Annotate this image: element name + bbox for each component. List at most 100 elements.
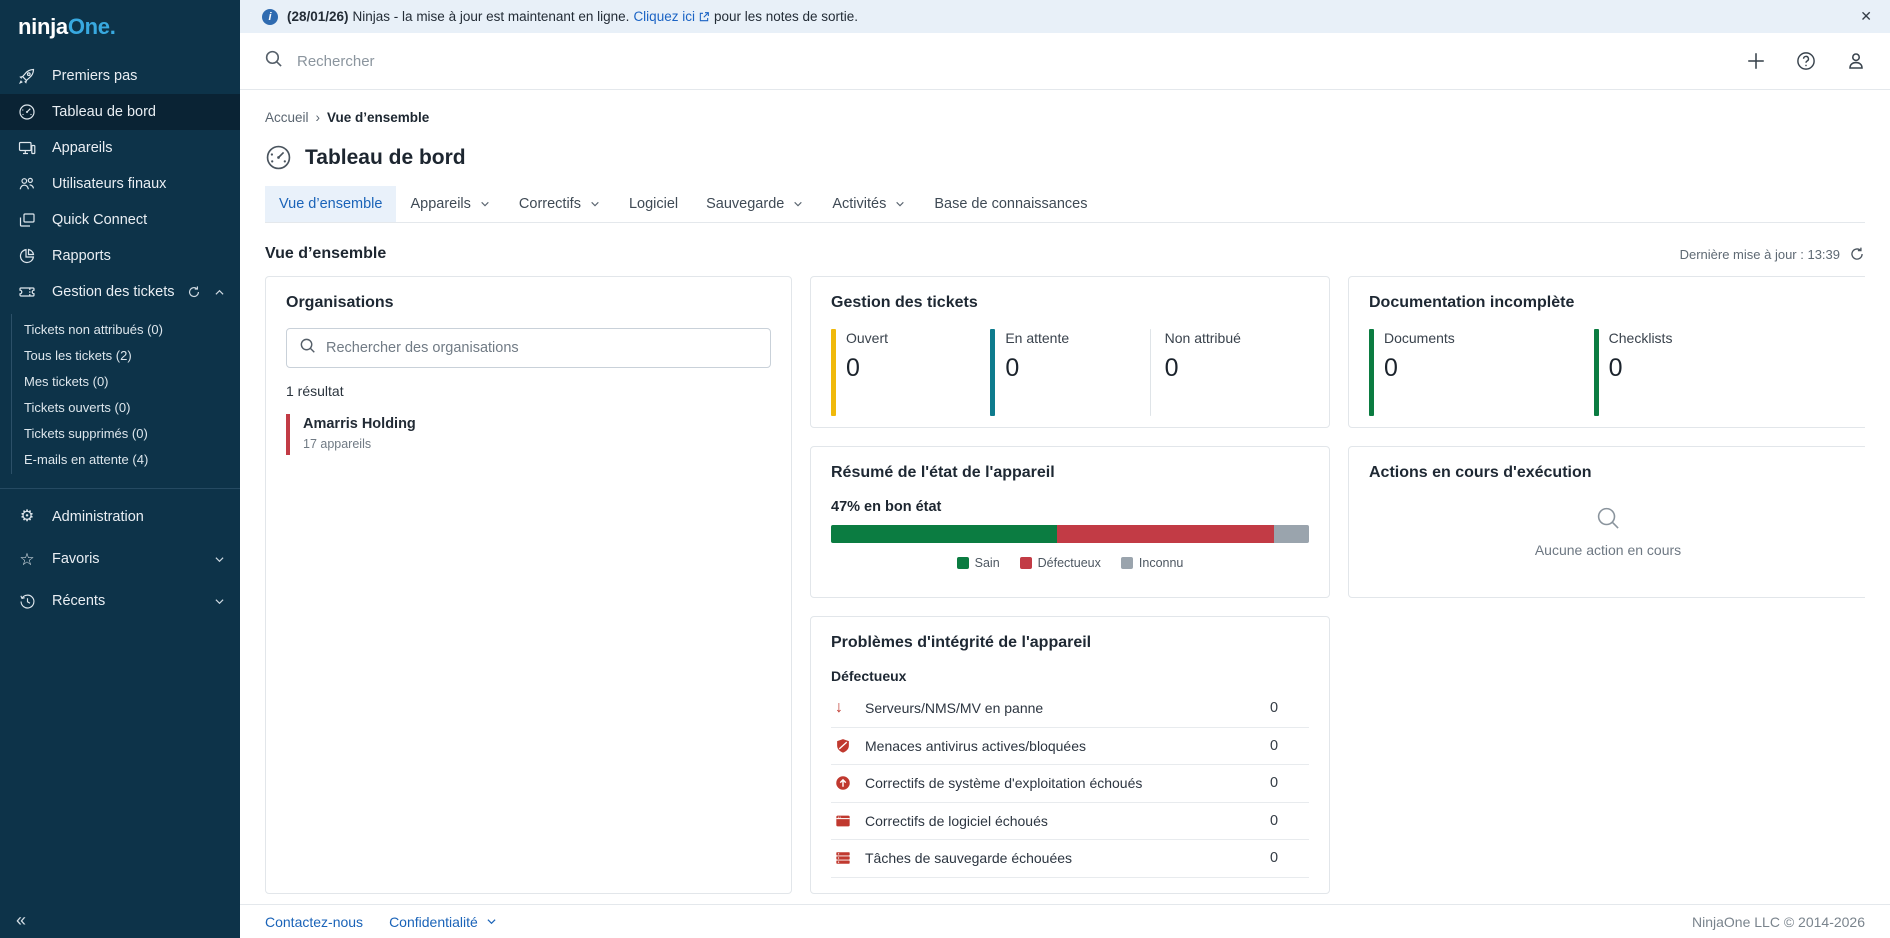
- history-icon: [17, 591, 37, 611]
- sidebar-item-quick-connect[interactable]: Quick Connect: [0, 202, 240, 238]
- dashboard-tabs: Vue d’ensemble Appareils Correctifs Logi…: [265, 186, 1865, 223]
- ticket-stat-ouvert[interactable]: Ouvert 0: [831, 328, 990, 424]
- running-actions-card-title: Actions en cours d'exécution: [1369, 464, 1592, 481]
- chevron-down-icon: [589, 198, 601, 210]
- breadcrumb-home[interactable]: Accueil: [265, 110, 309, 125]
- sidebar: ninjaOne. Premiers pas Tableau de bord A…: [0, 0, 240, 938]
- sidebar-subitem-tous-les-tickets[interactable]: Tous les tickets (2): [24, 347, 132, 363]
- chevron-down-icon: [487, 919, 496, 925]
- tab-correctifs[interactable]: Correctifs: [505, 186, 615, 222]
- shield-icon: [831, 738, 865, 754]
- issues-subtitle: Défectueux: [831, 668, 907, 684]
- privacy-link[interactable]: Confidentialité: [389, 914, 498, 930]
- sidebar-item-label: Récents: [52, 593, 106, 609]
- tickets-card-title: Gestion des tickets: [831, 294, 978, 311]
- tab-base-de-connaissances[interactable]: Base de connaissances: [934, 196, 1088, 212]
- breadcrumb-separator: ›: [315, 110, 321, 125]
- ticket-icon: [17, 282, 37, 302]
- sidebar-item-recents[interactable]: Récents: [0, 583, 240, 619]
- rocket-icon: [17, 66, 37, 86]
- organisation-search-input[interactable]: [326, 340, 758, 356]
- doc-stat-checklists[interactable]: Checklists 0: [1593, 328, 1819, 424]
- sidebar-item-label: Utilisateurs finaux: [52, 176, 167, 192]
- tickets-sub-list: Tickets non attribués (0) Tous les ticke…: [11, 314, 240, 474]
- organisation-search-box: [286, 328, 771, 368]
- tab-activites[interactable]: Activités: [818, 186, 920, 222]
- tab-sauvegarde[interactable]: Sauvegarde: [692, 186, 818, 222]
- legend-item-inconnu: Inconnu: [1120, 556, 1183, 570]
- stat-color-bar: [1593, 329, 1599, 416]
- issue-row-sauvegarde[interactable]: Tâches de sauvegarde échouées 0: [831, 840, 1309, 878]
- organisations-card-title: Organisations: [286, 294, 394, 311]
- no-actions-text: Aucune action en cours: [1534, 541, 1682, 558]
- sidebar-item-tableau-de-bord[interactable]: Tableau de bord: [0, 94, 240, 130]
- sidebar-divider: [0, 488, 240, 489]
- sidebar-item-premiers-pas[interactable]: Premiers pas: [0, 58, 240, 94]
- documentation-card-title: Documentation incomplète: [1369, 294, 1575, 311]
- dashboard-title-icon: [265, 144, 292, 171]
- copyright-text: NinjaOne LLC © 2014-2026: [1692, 913, 1865, 930]
- chevron-up-icon[interactable]: [213, 286, 226, 299]
- doc-stat-documents[interactable]: Documents 0: [1369, 328, 1594, 424]
- banner-link[interactable]: Cliquez ici: [633, 9, 710, 24]
- issue-row-correctifs-os[interactable]: Correctifs de système d'exploitation éch…: [831, 765, 1309, 803]
- sidebar-item-label: Administration: [52, 509, 144, 525]
- sidebar-item-label: Tableau de bord: [52, 104, 156, 120]
- tab-appareils[interactable]: Appareils: [396, 186, 504, 222]
- breadcrumb-current: Vue d’ensemble: [327, 110, 430, 125]
- device-health-card-title: Résumé de l'état de l'appareil: [831, 464, 1055, 481]
- sidebar-subitem-tickets-supprimes[interactable]: Tickets supprimés (0): [24, 425, 148, 441]
- help-icon[interactable]: [1796, 51, 1816, 71]
- sidebar-item-label: Quick Connect: [52, 212, 148, 228]
- organisation-name: Amarris Holding: [303, 416, 416, 432]
- quick-connect-icon: [17, 210, 37, 230]
- sidebar-item-utilisateurs-finaux[interactable]: Utilisateurs finaux: [0, 166, 240, 202]
- sidebar-subitem-tickets-ouverts[interactable]: Tickets ouverts (0): [24, 399, 131, 415]
- sidebar-collapse-button[interactable]: «: [16, 910, 27, 930]
- tab-vue-densemble[interactable]: Vue d’ensemble: [265, 186, 397, 222]
- health-stacked-bar[interactable]: [831, 525, 1309, 543]
- footer: Contactez-nous Confidentialité NinjaOne …: [240, 904, 1890, 938]
- contact-us-link[interactable]: Contactez-nous: [265, 913, 364, 930]
- sidebar-nav: Premiers pas Tableau de bord Appareils U…: [0, 58, 240, 619]
- organisations-card: Organisations 1 résultat Amarris Holding…: [265, 276, 792, 894]
- ticket-stat-en-attente[interactable]: En attente 0: [990, 328, 1149, 424]
- ninjaone-logo[interactable]: ninjaOne.: [0, 0, 240, 50]
- sidebar-item-favoris[interactable]: ☆ Favoris: [0, 541, 240, 577]
- arrow-up-circle-icon: [831, 775, 865, 791]
- user-icon[interactable]: [1846, 51, 1866, 71]
- last-update-text: Dernière mise à jour : 13:39: [1679, 246, 1840, 262]
- info-icon: i: [262, 8, 278, 25]
- banner-close-icon[interactable]: ✕: [1860, 8, 1872, 24]
- sidebar-subitem-tickets-non-attribues[interactable]: Tickets non attribués (0): [24, 321, 163, 337]
- issue-row-correctifs-logiciel[interactable]: Correctifs de logiciel échoués 0: [831, 803, 1309, 840]
- sidebar-subitem-emails-en-attente[interactable]: E-mails en attente (4): [24, 451, 149, 467]
- legend-item-sain: Sain: [956, 556, 1000, 570]
- refresh-tickets-icon[interactable]: [187, 285, 201, 299]
- logo-part-2: One.: [67, 14, 116, 39]
- add-icon[interactable]: [1746, 51, 1766, 71]
- device-health-card: Résumé de l'état de l'appareil 47% en bo…: [810, 446, 1330, 598]
- issue-row-serveurs[interactable]: ↓ Serveurs/NMS/MV en panne 0: [831, 690, 1309, 728]
- sidebar-item-rapports[interactable]: Rapports: [0, 238, 240, 274]
- ticket-stat-non-attribue[interactable]: Non attribué 0: [1149, 328, 1309, 424]
- sidebar-subitem-mes-tickets[interactable]: Mes tickets (0): [24, 373, 109, 389]
- chevron-down-icon: [894, 198, 906, 210]
- stat-color-bar: [990, 329, 996, 416]
- health-bar-segment-defectueux: [1057, 525, 1275, 543]
- global-search-input[interactable]: [297, 52, 797, 70]
- sidebar-item-label: Rapports: [52, 248, 111, 264]
- sidebar-item-appareils[interactable]: Appareils: [0, 130, 240, 166]
- health-legend: Sain Défectueux Inconnu: [831, 556, 1309, 570]
- refresh-icon[interactable]: [1849, 246, 1865, 262]
- documentation-card: Documentation incomplète Documents 0 Che…: [1348, 276, 1865, 428]
- page-content: Accueil › Vue d’ensemble Tableau de bord…: [240, 90, 1890, 904]
- organisation-list-item[interactable]: Amarris Holding 17 appareils: [286, 414, 771, 455]
- issue-row-antivirus[interactable]: Menaces antivirus actives/bloquées 0: [831, 728, 1309, 765]
- sidebar-item-gestion-des-tickets[interactable]: Gestion des tickets: [0, 274, 240, 310]
- device-issues-card-title: Problèmes d'intégrité de l'appareil: [831, 634, 1092, 651]
- tab-logiciel[interactable]: Logiciel: [628, 196, 679, 212]
- sidebar-item-administration[interactable]: ⚙ Administration: [0, 499, 240, 535]
- tickets-card: Gestion des tickets Ouvert 0 En attente …: [810, 276, 1330, 428]
